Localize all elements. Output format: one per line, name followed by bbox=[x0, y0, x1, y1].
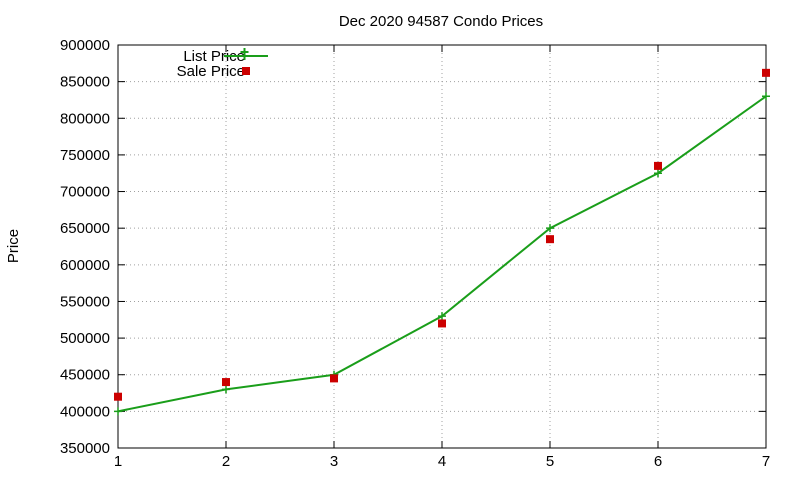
sale-price-point bbox=[546, 235, 554, 244]
y-tick-label: 800000 bbox=[60, 110, 110, 127]
list-price-point bbox=[762, 92, 770, 101]
legend-item-sale-price: Sale Price bbox=[177, 63, 250, 80]
y-tick-label: 500000 bbox=[60, 330, 110, 347]
list-price-point bbox=[438, 312, 446, 321]
x-tick-label: 3 bbox=[330, 453, 338, 470]
legend-label-sale-price: Sale Price bbox=[177, 63, 245, 80]
grid-lines bbox=[118, 45, 766, 448]
axis-ticks: 350000 400000 450000 500000 550000 600000 6500… bbox=[60, 37, 770, 470]
legend: List Price Sale Price bbox=[177, 48, 268, 80]
chart-title: Dec 2020 94587 Condo Prices bbox=[339, 13, 543, 30]
sale-price-point bbox=[222, 378, 230, 387]
y-tick-label: 550000 bbox=[60, 293, 110, 310]
x-tick-label: 7 bbox=[762, 453, 770, 470]
list-price-point bbox=[114, 407, 122, 416]
sale-price-point bbox=[654, 161, 662, 170]
y-tick-label: 700000 bbox=[60, 184, 110, 201]
y-tick-label: 600000 bbox=[60, 257, 110, 274]
x-tick-label: 6 bbox=[654, 453, 662, 470]
list-price-point bbox=[546, 224, 554, 233]
sale-price-point bbox=[114, 392, 122, 401]
y-tick-label: 450000 bbox=[60, 367, 110, 384]
list-price-point bbox=[654, 169, 662, 178]
y-tick-label: 400000 bbox=[60, 403, 110, 420]
x-tick-label: 1 bbox=[114, 453, 122, 470]
sale-price-point bbox=[762, 68, 770, 77]
x-tick-label: 2 bbox=[222, 453, 230, 470]
sale-price-point bbox=[438, 319, 446, 328]
y-tick-label: 650000 bbox=[60, 220, 110, 237]
y-tick-label: 350000 bbox=[60, 440, 110, 457]
legend-item-list-price: List Price bbox=[183, 48, 268, 65]
legend-label-list-price: List Price bbox=[183, 48, 245, 65]
series-layer bbox=[114, 68, 770, 416]
list-price-point bbox=[222, 385, 230, 394]
y-tick-label: 850000 bbox=[60, 74, 110, 91]
legend-marker-sale-price bbox=[242, 67, 250, 75]
y-axis-label: Price bbox=[5, 229, 22, 263]
sale-price-point bbox=[330, 374, 338, 383]
x-tick-label: 5 bbox=[546, 453, 554, 470]
legend-marker-list-price bbox=[240, 48, 249, 60]
y-tick-label: 750000 bbox=[60, 147, 110, 164]
y-tick-label: 900000 bbox=[60, 37, 110, 54]
x-tick-label: 4 bbox=[438, 453, 446, 470]
